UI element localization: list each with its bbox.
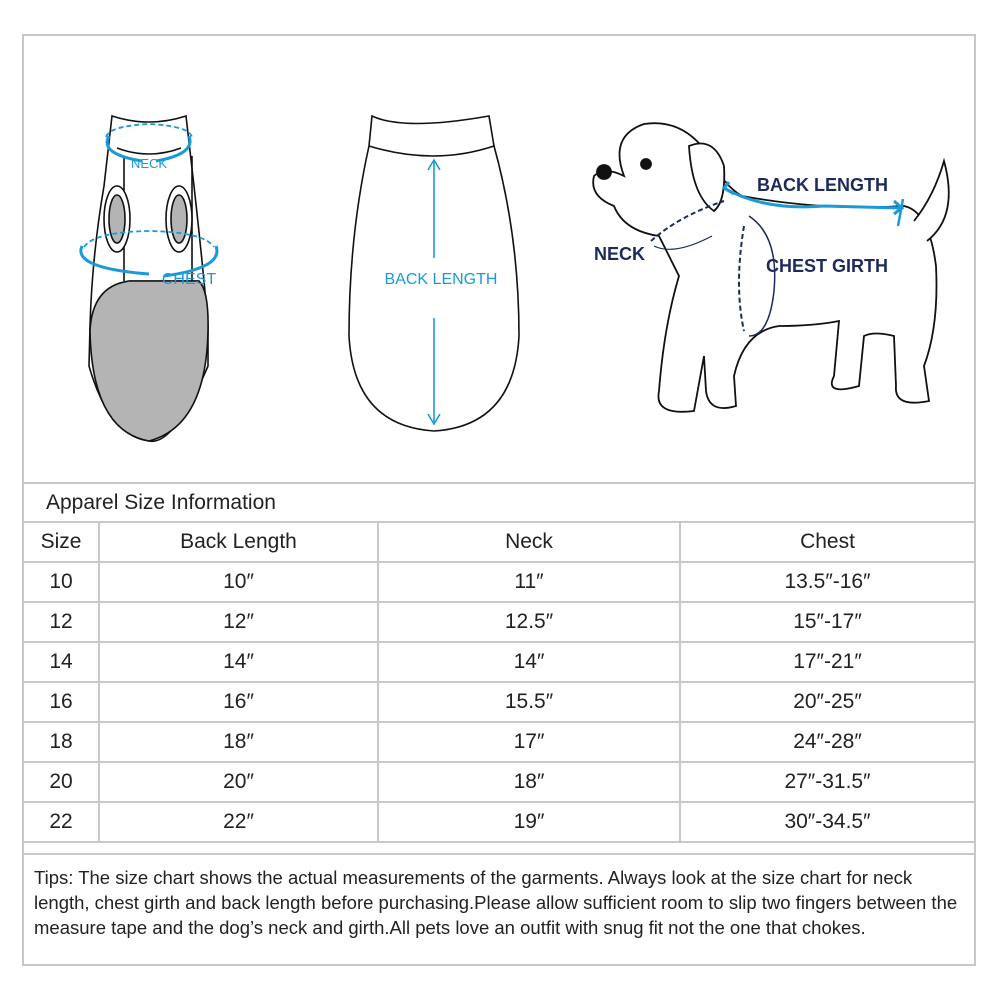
cell-neck: 11″ [377, 561, 681, 603]
header-size: Size [24, 523, 100, 563]
front-neck-label: NECK [131, 156, 167, 171]
measurement-illustration: NECK CHEST BACK LENGTH [24, 36, 974, 484]
cell-neck: 14″ [377, 641, 681, 683]
cell-back-length: 18″ [98, 721, 379, 763]
dog-back-length-label: BACK LENGTH [757, 175, 888, 195]
cell-back-length: 20″ [98, 761, 379, 803]
cell-neck: 17″ [377, 721, 681, 763]
size-chart: NECK CHEST BACK LENGTH [22, 34, 976, 966]
cell-chest: 27″-31.5″ [679, 761, 974, 803]
dog-neck-label: NECK [594, 244, 645, 264]
cell-back-length: 12″ [98, 601, 379, 643]
table-row: 22 22″ 19″ 30″-34.5″ [24, 801, 974, 843]
dog-chest-girth-label: CHEST GIRTH [766, 256, 888, 276]
table-row: 16 16″ 15.5″ 20″-25″ [24, 681, 974, 723]
tips-text: Tips: The size chart shows the actual me… [24, 853, 974, 966]
back-length-arrow [427, 158, 441, 426]
cell-size: 12 [24, 601, 100, 643]
table-header-row: Size Back Length Neck Chest [24, 523, 974, 563]
cell-size: 16 [24, 681, 100, 723]
header-chest: Chest [679, 523, 974, 563]
cell-neck: 15.5″ [377, 681, 681, 723]
cell-neck: 19″ [377, 801, 681, 843]
table-row: 14 14″ 14″ 17″-21″ [24, 641, 974, 683]
dog-measure-lines [650, 181, 905, 337]
cell-size: 20 [24, 761, 100, 803]
table-row: 10 10″ 11″ 13.5″-16″ [24, 561, 974, 603]
cell-size: 18 [24, 721, 100, 763]
size-table: Size Back Length Neck Chest 10 10″ 11″ 13.5… [24, 523, 974, 843]
back-length-label: BACK LENGTH [385, 271, 498, 288]
cell-neck: 18″ [377, 761, 681, 803]
measure-arrows-front [79, 123, 219, 278]
garment-back-view [348, 114, 520, 432]
table-title: Apparel Size Information [24, 482, 974, 523]
dog-illustration [592, 122, 950, 413]
front-chest-label: CHEST [162, 271, 216, 288]
table-row: 12 12″ 12.5″ 15″-17″ [24, 601, 974, 643]
cell-back-length: 22″ [98, 801, 379, 843]
header-back-length: Back Length [98, 523, 379, 563]
cell-chest: 20″-25″ [679, 681, 974, 723]
cell-chest: 13.5″-16″ [679, 561, 974, 603]
cell-chest: 15″-17″ [679, 601, 974, 643]
cell-neck: 12.5″ [377, 601, 681, 643]
header-neck: Neck [377, 523, 681, 563]
cell-back-length: 14″ [98, 641, 379, 683]
cell-chest: 30″-34.5″ [679, 801, 974, 843]
table-row: 18 18″ 17″ 24″-28″ [24, 721, 974, 763]
cell-chest: 17″-21″ [679, 641, 974, 683]
table-row: 20 20″ 18″ 27″-31.5″ [24, 761, 974, 803]
cell-size: 14 [24, 641, 100, 683]
cell-size: 22 [24, 801, 100, 843]
cell-back-length: 16″ [98, 681, 379, 723]
cell-size: 10 [24, 561, 100, 603]
garment-front-view [88, 114, 209, 443]
cell-back-length: 10″ [98, 561, 379, 603]
cell-chest: 24″-28″ [679, 721, 974, 763]
